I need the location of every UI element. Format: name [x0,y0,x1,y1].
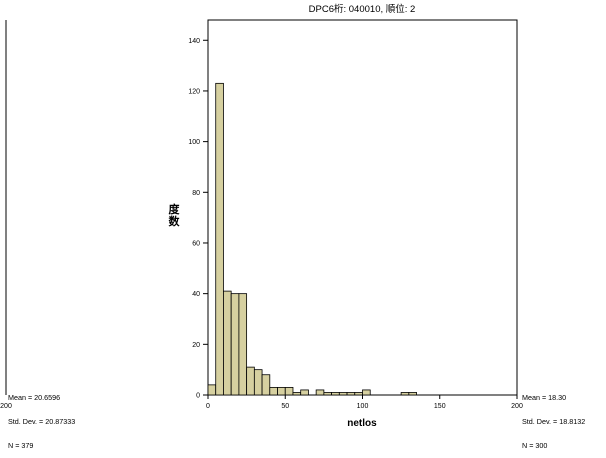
histogram-bar [354,392,363,396]
main-chart: DPC6桁: 040010, 順位: 2 020406080100120140 … [188,3,523,429]
y-tick-label: 80 [192,190,200,197]
x-tick-label: 100 [357,403,369,410]
histogram-bar [238,293,248,396]
stat-std: Std. Dev. = 18.8132 [522,417,586,426]
left-stat-n: N = 379 [8,441,34,450]
chart-title: DPC6桁: 040010, 順位: 2 [309,3,416,15]
left-x-tick-label: 200 [0,403,12,410]
histogram-bar [408,392,417,396]
y-tick-label: 140 [188,38,200,45]
histogram-bar [300,389,309,396]
left-stat-std: Std. Dev. = 20.87333 [8,417,76,426]
histogram-bar [277,386,286,396]
histogram-bar [315,389,325,396]
stats-box: Mean = 18.30 Std. Dev. = 18.8132 N = 300 [522,378,585,458]
histogram-bar [207,384,217,396]
histogram-bar [400,392,410,396]
y-axis-label: 度数 [168,203,180,228]
histogram-bar [338,392,348,396]
histogram-bar [292,392,302,396]
histogram-bar [269,386,278,396]
histogram-bar [261,374,271,396]
stat-n: N = 300 [522,441,548,450]
x-tick-label: 200 [511,403,523,410]
y-tick-label: 120 [188,88,200,95]
histogram-bar [346,392,356,396]
histogram-bar [230,293,240,396]
x-tick-label: 0 [206,403,210,410]
stat-mean: Mean = 18.30 [522,393,567,402]
y-tick-label: 40 [192,291,200,298]
histogram-bar [362,389,371,396]
y-tick-label: 0 [196,393,200,400]
histogram-bar [215,82,224,396]
y-tick-label: 100 [188,139,200,146]
y-tick-label: 60 [192,240,200,247]
histogram-bar [323,392,332,396]
left-chart-fragment: 200 [0,20,12,410]
y-tick-label: 20 [192,342,200,349]
left-stats-box: Mean = 20.6596 Std. Dev. = 20.87333 N = … [8,378,75,458]
x-axis: 0 50 100 150 200 [206,395,523,410]
histogram-bar [284,386,294,396]
histogram-bar [331,392,340,396]
x-tick-label: 50 [281,403,289,410]
histogram-bars [207,82,417,396]
histogram-bar [253,369,263,396]
histogram-bar [223,290,232,396]
left-stat-mean: Mean = 20.6596 [8,393,61,402]
plot-frame [207,19,518,396]
y-axis: 0 20 40 60 80 100 120 140 [188,38,208,400]
x-tick-label: 150 [434,403,446,410]
x-axis-label: netlos [347,418,377,429]
histogram-bar [246,366,255,396]
